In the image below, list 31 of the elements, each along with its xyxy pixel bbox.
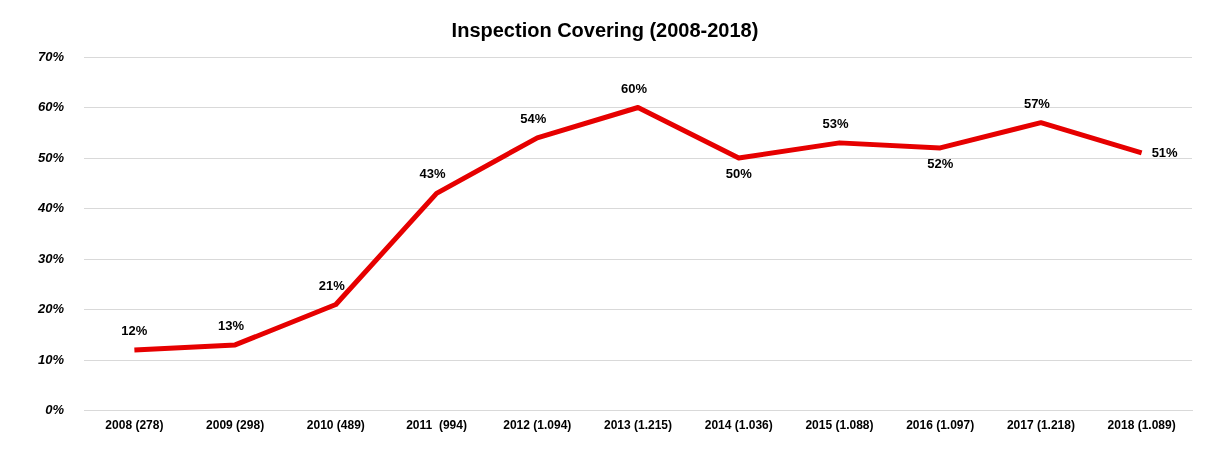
y-tick-label: 40% <box>36 200 65 216</box>
y-tick-label: 10% <box>37 351 65 367</box>
x-tick-label: 2014 (1.036) <box>704 418 773 433</box>
data-label: 21% <box>318 277 346 293</box>
x-tick-label: 2012 (1.094) <box>503 418 572 433</box>
data-label: 50% <box>725 166 753 182</box>
x-tick-label: 2016 (1.097) <box>906 418 975 433</box>
data-label: 60% <box>620 80 648 96</box>
y-tick-label: 50% <box>37 149 65 165</box>
x-tick-label: 2018 (1.089) <box>1107 418 1176 433</box>
y-tick-label: 70% <box>37 48 65 64</box>
y-tick-label: 30% <box>37 250 65 266</box>
y-tick-label: 20% <box>36 301 65 317</box>
x-tick-label: 2015 (1.088) <box>805 418 874 433</box>
data-label: 13% <box>218 318 245 334</box>
data-label: 53% <box>822 115 849 131</box>
data-label: 54% <box>520 110 547 126</box>
x-tick-label: 2010 (489) <box>306 418 365 433</box>
x-tick-label: 2013 (1.215) <box>603 418 673 433</box>
y-tick-label: 60% <box>37 99 65 115</box>
x-tick-label: 2009 (298) <box>206 418 265 433</box>
x-tick-label: 2008 (278) <box>105 418 164 433</box>
data-label: 57% <box>1023 95 1051 111</box>
data-label: 51% <box>1151 144 1179 160</box>
data-label: 12% <box>121 323 148 339</box>
data-label: 52% <box>927 156 954 171</box>
x-tick-label: 2011 (994) <box>406 418 467 433</box>
data-label: 43% <box>419 166 446 182</box>
y-tick-label: 0% <box>45 402 65 418</box>
x-tick-label: 2017 (1.218) <box>1006 418 1075 433</box>
chart-title: Inspection Covering (2008-2018) <box>451 18 759 41</box>
